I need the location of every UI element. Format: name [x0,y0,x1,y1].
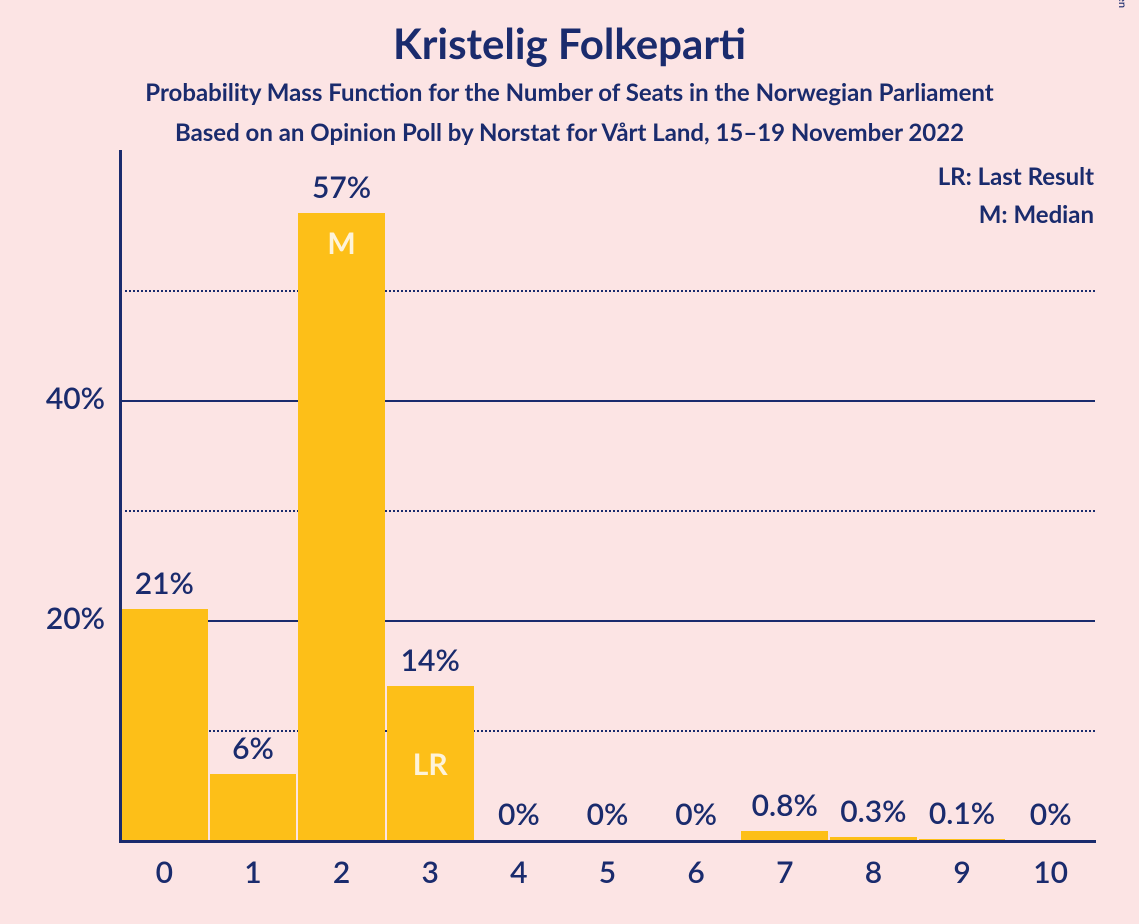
bar [210,774,297,840]
bar-value-label: 6% [193,730,313,766]
y-tick-label: 20% [0,600,105,636]
x-tick-label: 8 [833,854,913,890]
x-tick-label: 6 [656,854,736,890]
median-marker: M [298,225,385,261]
y-tick-label: 40% [0,380,105,416]
last-result-marker: LR [387,746,474,782]
x-tick-label: 1 [213,854,293,890]
bar-value-label: 21% [104,565,224,601]
x-tick-label: 5 [568,854,648,890]
bar-value-label: 0% [991,796,1111,832]
grid-major [120,400,1095,402]
x-tick-label: 7 [745,854,825,890]
x-tick-label: 4 [479,854,559,890]
bar-value-label: 57% [282,169,402,205]
x-axis [119,840,1096,843]
grid-minor [120,510,1095,512]
x-tick-label: 10 [1011,854,1091,890]
bar: M [298,213,385,840]
bar [741,831,828,840]
pmf-bar-chart: 20%40%21%06%1M57%2LR14%30%40%50%60.8%70.… [0,0,1139,924]
bar-value-label: 14% [370,642,490,678]
x-tick-label: 3 [390,854,470,890]
x-tick-label: 2 [302,854,382,890]
y-axis [119,150,122,842]
x-tick-label: 9 [922,854,1002,890]
grid-minor [120,290,1095,292]
grid-major [120,620,1095,622]
x-tick-label: 0 [124,854,204,890]
bar [121,609,208,840]
